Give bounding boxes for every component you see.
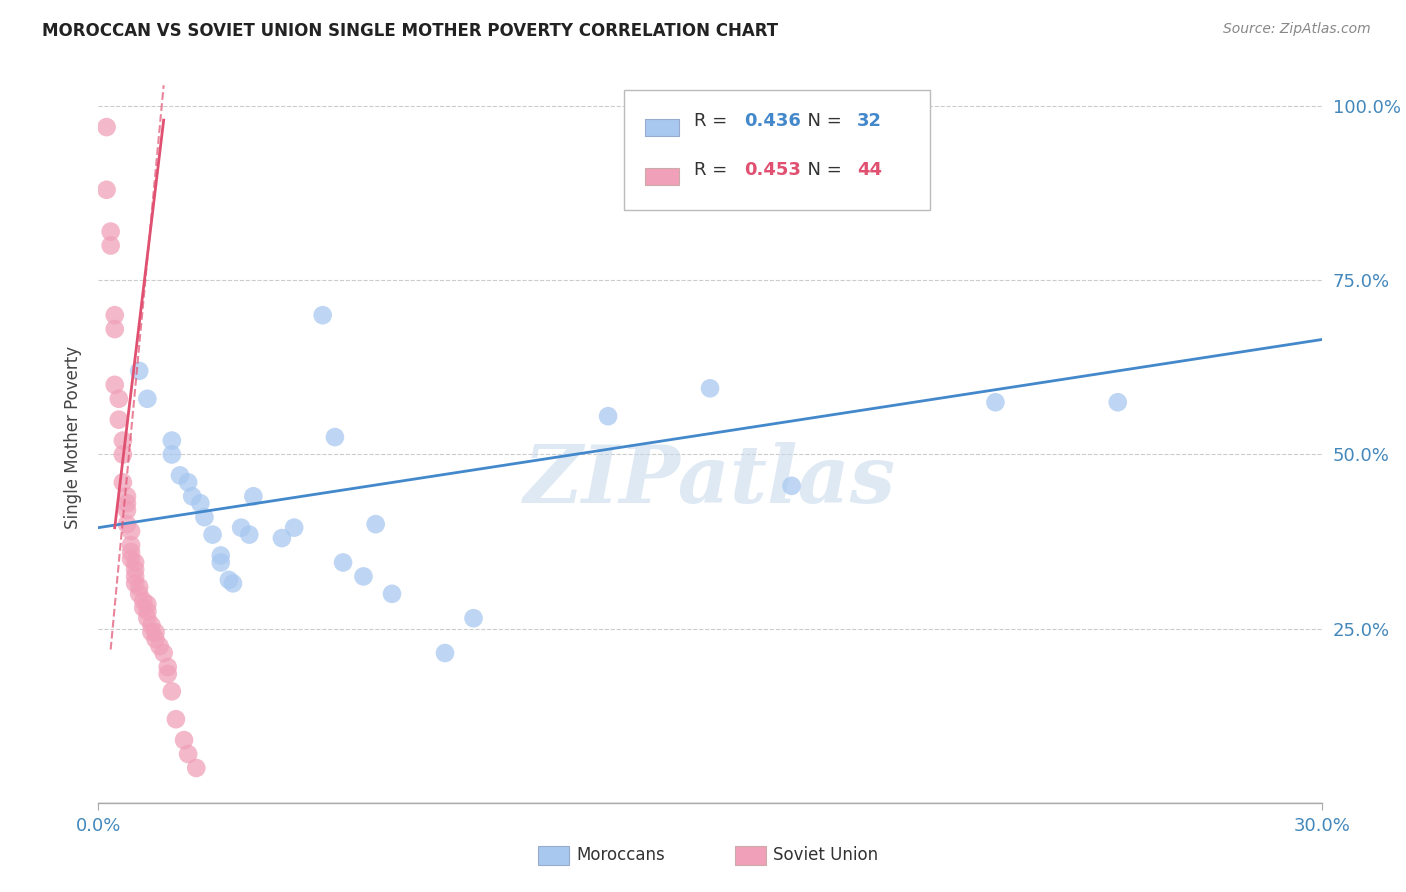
Point	[115, 489, 138, 503]
Text: 0.436: 0.436	[744, 112, 801, 130]
Point	[104, 377, 127, 392]
Point	[312, 308, 335, 322]
Point	[1107, 395, 1129, 409]
Point	[115, 503, 138, 517]
Point	[352, 569, 374, 583]
Point	[242, 489, 264, 503]
Point	[124, 562, 146, 576]
Point	[136, 597, 159, 611]
Point	[104, 322, 127, 336]
Point	[128, 580, 150, 594]
Text: R =: R =	[695, 112, 733, 130]
Point	[96, 183, 118, 197]
Point	[222, 576, 245, 591]
Point	[115, 517, 138, 532]
Point	[128, 364, 150, 378]
Text: Source: ZipAtlas.com: Source: ZipAtlas.com	[1223, 22, 1371, 37]
Y-axis label: Single Mother Poverty: Single Mother Poverty	[65, 345, 83, 529]
Point	[231, 521, 253, 535]
Point	[186, 761, 208, 775]
Point	[132, 594, 155, 608]
Point	[124, 576, 146, 591]
Point	[984, 395, 1007, 409]
Point	[160, 448, 183, 462]
Point	[108, 392, 131, 406]
Point	[169, 468, 191, 483]
Point	[699, 381, 721, 395]
Text: ZIPatlas: ZIPatlas	[524, 442, 896, 520]
Point	[111, 475, 134, 490]
FancyBboxPatch shape	[624, 90, 931, 211]
Point	[364, 517, 387, 532]
Text: MOROCCAN VS SOVIET UNION SINGLE MOTHER POVERTY CORRELATION CHART: MOROCCAN VS SOVIET UNION SINGLE MOTHER P…	[42, 22, 779, 40]
Point	[156, 667, 179, 681]
Point	[283, 521, 305, 535]
Text: Moroccans: Moroccans	[576, 847, 665, 864]
Point	[165, 712, 187, 726]
Text: 32: 32	[856, 112, 882, 130]
Point	[238, 527, 260, 541]
Point	[177, 747, 200, 761]
Point	[96, 120, 118, 134]
Point	[218, 573, 240, 587]
Point	[141, 625, 163, 640]
Point	[463, 611, 485, 625]
Point	[111, 434, 134, 448]
Point	[332, 556, 354, 570]
Point	[124, 556, 146, 570]
Point	[115, 496, 138, 510]
Point	[136, 611, 159, 625]
Text: N =: N =	[796, 161, 848, 179]
Point	[120, 524, 142, 538]
Text: R =: R =	[695, 161, 733, 179]
Point	[188, 496, 212, 510]
Point	[181, 489, 204, 503]
Point	[145, 632, 167, 646]
Point	[209, 556, 232, 570]
Point	[173, 733, 195, 747]
Point	[177, 475, 200, 490]
Point	[209, 549, 232, 563]
Point	[100, 238, 122, 252]
Point	[120, 545, 142, 559]
Point	[145, 625, 167, 640]
Point	[780, 479, 803, 493]
Text: 0.453: 0.453	[744, 161, 801, 179]
Point	[152, 646, 174, 660]
Point	[201, 527, 224, 541]
Point	[323, 430, 346, 444]
Point	[156, 660, 179, 674]
Point	[381, 587, 404, 601]
Text: N =: N =	[796, 112, 848, 130]
Point	[136, 604, 159, 618]
Point	[120, 538, 142, 552]
Point	[136, 392, 159, 406]
Point	[100, 225, 122, 239]
Point	[193, 510, 215, 524]
Point	[120, 552, 142, 566]
Point	[108, 412, 131, 426]
Point	[141, 618, 163, 632]
Text: Soviet Union: Soviet Union	[773, 847, 879, 864]
Point	[160, 684, 183, 698]
Bar	[645, 168, 679, 185]
Point	[434, 646, 457, 660]
Point	[270, 531, 294, 545]
Point	[128, 587, 150, 601]
Point	[160, 434, 183, 448]
Point	[132, 600, 155, 615]
Point	[104, 308, 127, 322]
Text: 44: 44	[856, 161, 882, 179]
Bar	[645, 119, 679, 136]
Point	[598, 409, 620, 424]
Point	[124, 569, 146, 583]
Point	[111, 448, 134, 462]
Point	[149, 639, 172, 653]
